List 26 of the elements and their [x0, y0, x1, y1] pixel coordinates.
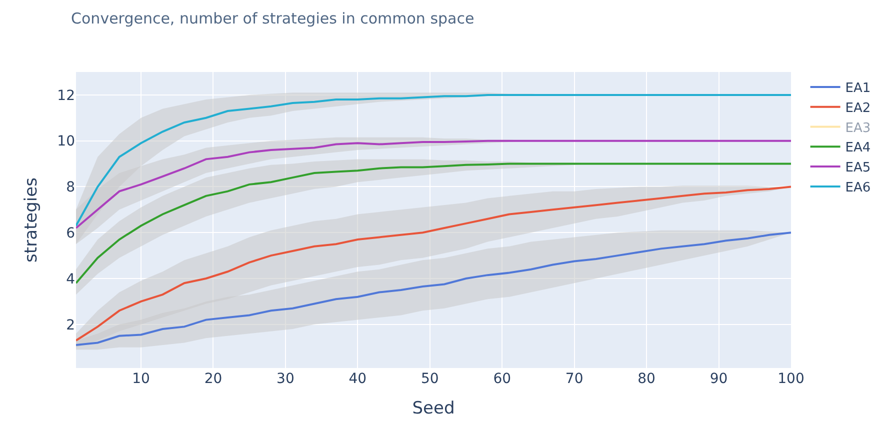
legend-label: EA6: [845, 180, 871, 196]
x-axis-title: Seed: [412, 398, 455, 418]
legend-label: EA2: [845, 100, 871, 116]
x-tick-label: 40: [348, 371, 367, 387]
x-tick-label: 90: [710, 371, 728, 387]
y-axis-title: strategies: [22, 177, 42, 262]
legend-label: EA5: [845, 160, 871, 176]
x-tick-label: 10: [132, 371, 150, 387]
legend-label: EA3: [845, 120, 871, 136]
y-tick-label: 2: [66, 317, 75, 334]
y-tick-label: 12: [57, 88, 75, 104]
x-tick-label: 70: [565, 371, 584, 387]
legend-label: EA4: [845, 140, 871, 156]
x-tick-label: 100: [778, 371, 804, 387]
x-tick-label: 60: [493, 371, 512, 387]
y-tick-label: 6: [66, 226, 76, 242]
y-tick-label: 4: [66, 271, 76, 288]
y-tick-label: 10: [57, 134, 75, 150]
chart-title: Convergence, number of strategies in common space: [71, 9, 474, 28]
legend-label: EA1: [845, 81, 871, 96]
line-series: [76, 140, 791, 230]
x-tick-label: 80: [638, 371, 656, 387]
y-tick-label: 8: [66, 180, 75, 196]
x-tick-label: 50: [420, 371, 439, 387]
x-tick-label: 20: [204, 371, 222, 387]
x-tick-label: 30: [276, 371, 294, 387]
